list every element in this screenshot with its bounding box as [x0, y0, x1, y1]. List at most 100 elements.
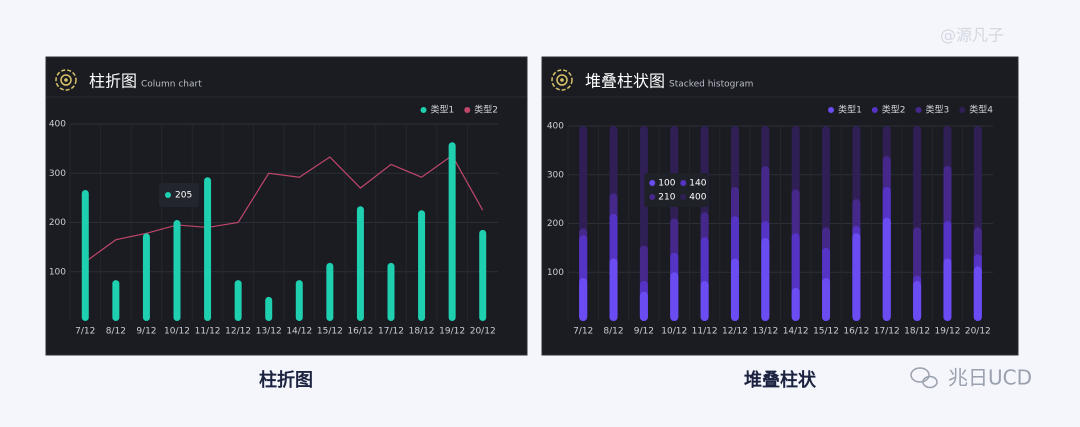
bar [579, 278, 588, 321]
x-tick-label: 9/12 [136, 327, 156, 337]
bar [356, 206, 364, 321]
legend-dot [420, 107, 427, 113]
x-tick-label: 11/12 [195, 327, 221, 337]
chart-title: 堆叠柱状图 [585, 72, 665, 91]
tooltip-value: 100 [658, 179, 675, 189]
x-tick-label: 7/12 [75, 327, 95, 337]
x-tick-label: 19/12 [439, 327, 465, 337]
tooltip-dot [649, 194, 656, 200]
bar [204, 177, 212, 321]
legend-label: 类型2 [474, 104, 498, 116]
x-tick-label: 17/12 [874, 327, 900, 337]
x-tick-label: 16/12 [347, 327, 373, 337]
bar [142, 233, 150, 321]
x-tick-label: 17/12 [378, 327, 404, 337]
x-tick-label: 12/12 [722, 327, 748, 337]
chart-subtitle: Column chart [141, 80, 202, 90]
x-tick-label: 10/12 [164, 327, 190, 337]
bar [448, 142, 456, 321]
x-tick-label: 11/12 [692, 327, 718, 337]
x-tick-label: 9/12 [634, 327, 654, 337]
x-tick-label: 20/12 [470, 327, 496, 337]
x-tick-label: 14/12 [286, 327, 312, 337]
x-tick-label: 8/12 [106, 327, 126, 337]
bar [761, 238, 770, 321]
bar [943, 258, 952, 321]
icon [560, 78, 564, 82]
bar [670, 272, 679, 321]
x-tick-label: 8/12 [603, 327, 623, 337]
icon [551, 69, 573, 91]
y-tick-label: 300 [547, 170, 564, 180]
legend-label: 类型2 [882, 104, 906, 116]
legend-dot [915, 107, 922, 113]
x-tick-label: 10/12 [661, 327, 687, 337]
tooltip-value: 210 [658, 193, 675, 203]
bar [479, 229, 487, 321]
x-tick-label: 12/12 [225, 327, 251, 337]
bar [326, 262, 334, 321]
bar [173, 220, 181, 321]
x-tick-label: 18/12 [904, 327, 930, 337]
legend-dot [828, 107, 835, 113]
tooltip [159, 183, 199, 208]
legend-label: 类型1 [838, 104, 862, 116]
y-tick-label: 300 [49, 169, 66, 179]
icon [60, 74, 72, 86]
x-tick-label: 19/12 [934, 327, 960, 337]
bar [700, 281, 709, 321]
bar [418, 210, 426, 321]
caption: 柱折图 [259, 369, 313, 391]
x-tick-label: 15/12 [813, 327, 839, 337]
x-tick-label: 16/12 [843, 327, 869, 337]
x-tick-label: 18/12 [409, 327, 435, 337]
tooltip-dot [165, 192, 171, 199]
y-tick-label: 200 [547, 219, 564, 229]
tooltip [644, 173, 709, 207]
bar [81, 189, 89, 321]
y-tick-label: 100 [547, 268, 564, 278]
bar [295, 280, 303, 321]
tooltip-value: 140 [689, 179, 706, 189]
tooltip-value: 400 [689, 193, 706, 203]
bar [265, 296, 273, 321]
bar [639, 291, 648, 321]
y-tick-label: 400 [49, 120, 66, 130]
legend-dot [959, 107, 966, 113]
caption: 堆叠柱状 [744, 369, 817, 391]
bar [609, 258, 618, 321]
legend-dot [871, 107, 878, 113]
watermark: @源凡子 [940, 26, 1004, 45]
wechat-icon [910, 367, 938, 389]
legend-label: 类型3 [926, 104, 950, 116]
x-tick-label: 13/12 [752, 327, 778, 337]
legend-label: 类型1 [431, 104, 455, 116]
bar [730, 258, 739, 321]
y-tick-label: 400 [547, 122, 564, 132]
legend-dot [464, 107, 471, 113]
bar [852, 233, 861, 321]
y-tick-label: 100 [49, 267, 66, 277]
y-tick-label: 200 [49, 218, 66, 228]
bar [234, 280, 242, 321]
icon [55, 69, 77, 91]
bar [791, 287, 800, 321]
watermark: 兆日UCD [948, 366, 1032, 390]
line [84, 154, 484, 263]
x-tick-label: 14/12 [783, 327, 809, 337]
tooltip-value: 205 [175, 191, 192, 201]
tooltip-dot [680, 194, 687, 200]
x-tick-label: 13/12 [256, 327, 282, 337]
icon [556, 74, 568, 86]
bar [822, 278, 831, 321]
tooltip-dot [680, 180, 687, 186]
bar [112, 280, 120, 321]
x-tick-label: 7/12 [573, 327, 593, 337]
icon [64, 78, 68, 82]
card [45, 56, 528, 356]
bar [387, 262, 395, 321]
legend-label: 类型4 [969, 104, 993, 116]
x-tick-label: 15/12 [317, 327, 343, 337]
